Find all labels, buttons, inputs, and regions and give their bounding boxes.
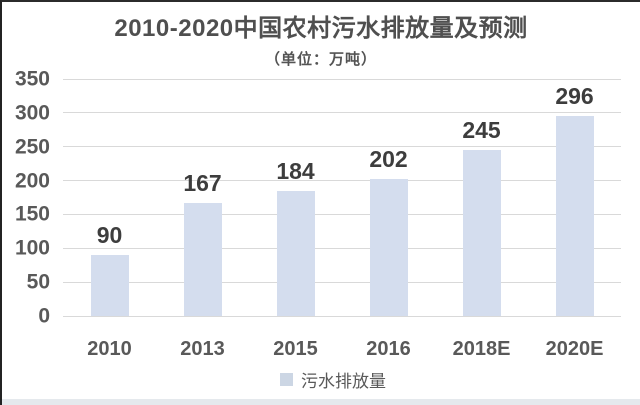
y-axis-labels: 0 50 100 150 200 250 300 350 [2, 69, 54, 327]
gridline [63, 281, 621, 283]
y-tick-label: 150 [14, 202, 50, 226]
bar-value-label: 90 [96, 222, 123, 249]
bar-value-label: 202 [369, 146, 408, 173]
bar-column: 184 [249, 79, 342, 316]
x-tick-label: 2018E [452, 338, 511, 360]
bar [462, 150, 501, 316]
bar [90, 255, 129, 316]
chart-subtitle: （单位：万吨） [264, 51, 377, 68]
bar-value-label: 245 [462, 117, 501, 144]
legend-marker [280, 373, 293, 386]
gridline [63, 247, 621, 249]
bar-column: 296 [528, 79, 621, 316]
y-tick-label: 300 [14, 101, 50, 125]
plot-area: 90 167 184 202 245 296 [63, 78, 621, 317]
y-tick-label: 200 [14, 169, 50, 193]
x-axis-labels: 2010 2013 2015 2016 2018E 2020E [63, 338, 621, 361]
y-tick-label: 0 [38, 304, 50, 328]
gridline [63, 78, 621, 80]
bar-value-label: 296 [555, 82, 594, 109]
gridline [63, 213, 621, 215]
legend: 污水排放量 [2, 367, 640, 392]
x-tick-label: 2020E [545, 338, 604, 360]
x-tick-label: 2013 [180, 338, 225, 360]
x-tick-label: 2016 [366, 338, 411, 360]
bar-series: 90 167 184 202 245 296 [63, 79, 621, 316]
chart-title: 2010-2020中国农村污水排放量及预测 [114, 15, 528, 42]
y-tick-label: 100 [14, 236, 50, 260]
gridline [63, 315, 621, 317]
bar [369, 179, 408, 316]
chart-region: 0 50 100 150 200 250 300 350 90 167 184 202 245 296 [2, 69, 640, 327]
legend-label: 污水排放量 [301, 372, 386, 391]
bar-value-label: 184 [276, 158, 315, 185]
x-tick-label: 2010 [87, 338, 132, 360]
bar-column: 167 [156, 79, 249, 316]
bar [276, 191, 315, 316]
gridline [63, 146, 621, 148]
bar-column: 245 [435, 79, 528, 316]
bar [555, 115, 594, 316]
bar-value-label: 167 [183, 169, 222, 196]
y-tick-label: 50 [26, 270, 50, 294]
x-tick-label: 2015 [273, 338, 318, 360]
bar-column: 90 [63, 79, 156, 316]
bar [183, 202, 222, 316]
gridline [63, 180, 621, 182]
y-tick-label: 350 [14, 67, 50, 91]
bottom-border-strip [2, 399, 640, 405]
gridline [63, 112, 621, 114]
bar-column: 202 [342, 79, 435, 316]
y-tick-label: 250 [14, 135, 50, 159]
